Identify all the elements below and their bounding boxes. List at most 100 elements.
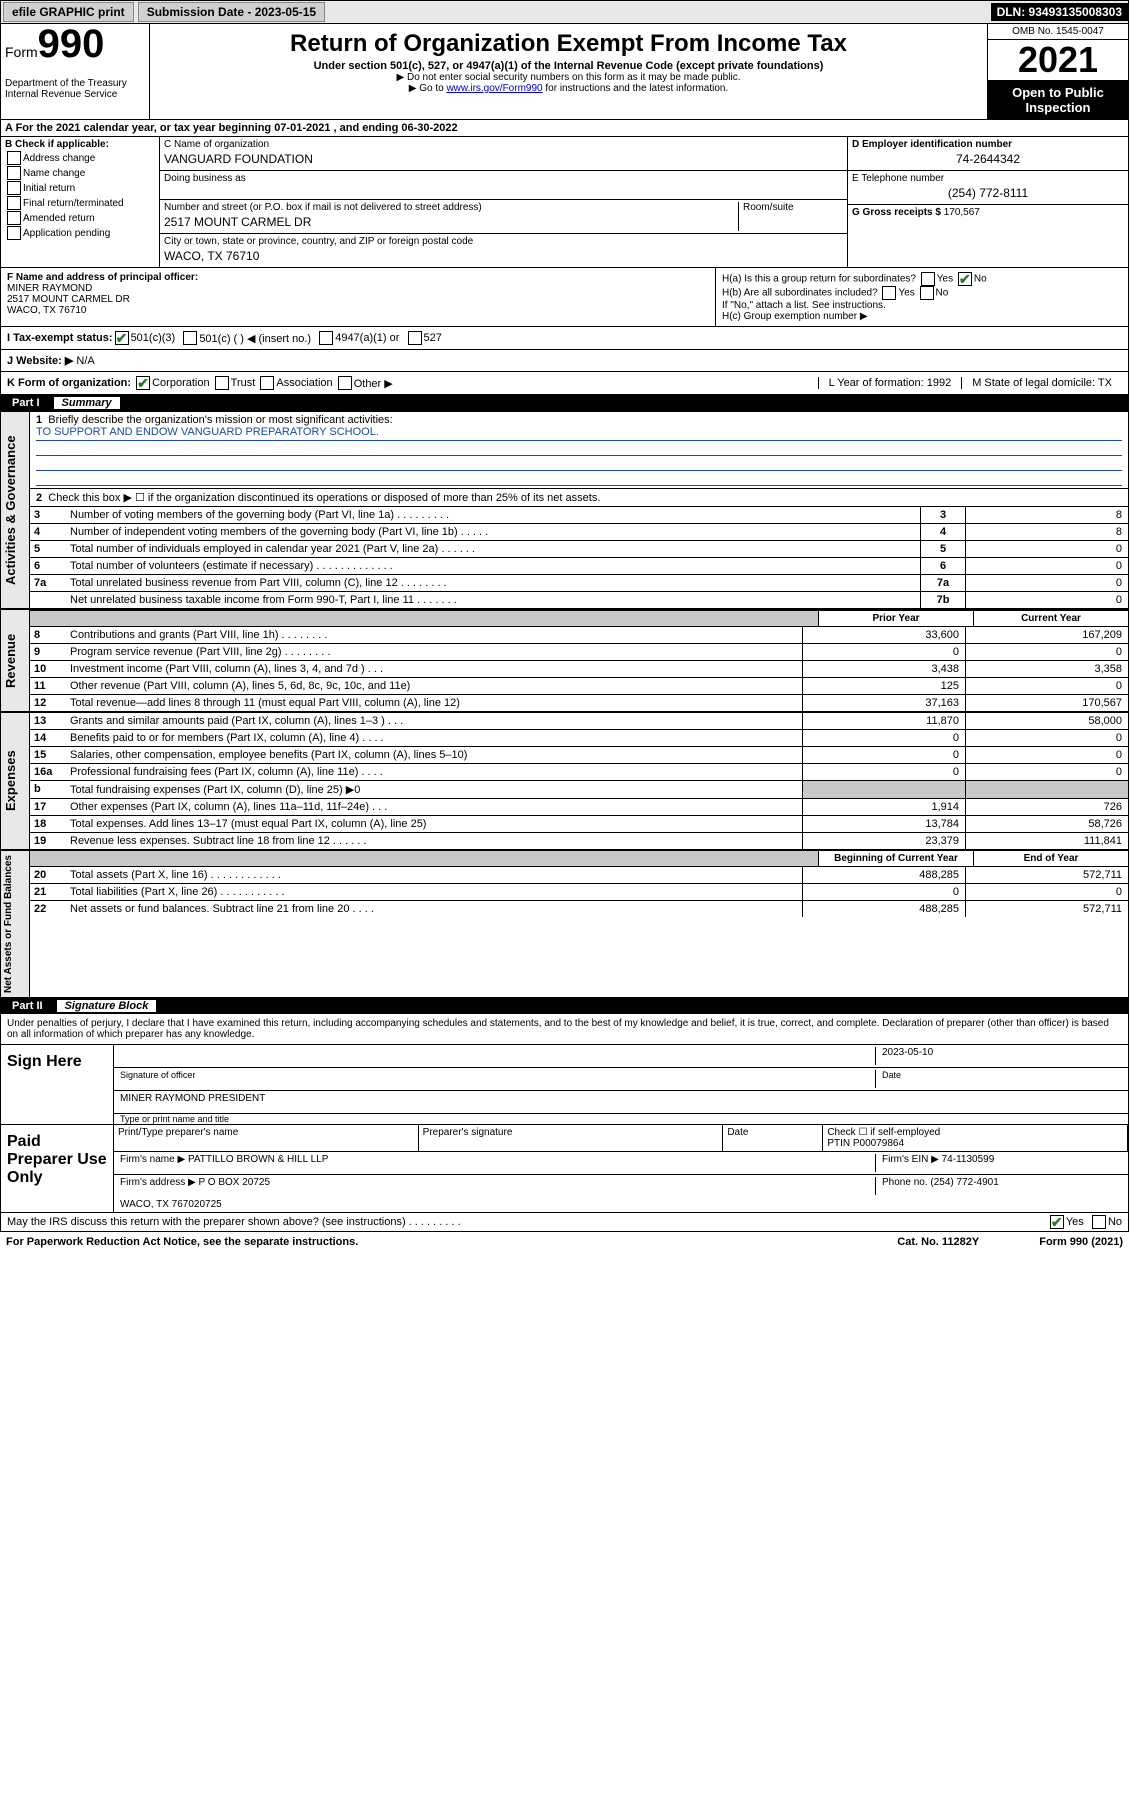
cb-corp[interactable] bbox=[136, 376, 150, 390]
website-label: J Website: ▶ bbox=[7, 354, 73, 367]
bal-header-spacer bbox=[30, 851, 818, 866]
col-c: C Name of organization VANGUARD FOUNDATI… bbox=[160, 137, 847, 267]
tax-status-label: I Tax-exempt status: bbox=[7, 332, 113, 344]
sidebar-governance: Activities & Governance bbox=[0, 411, 30, 609]
rev-header-spacer bbox=[30, 611, 818, 626]
lbl-501c: 501(c) ( ) ◀ (insert no.) bbox=[199, 332, 311, 345]
hb-no[interactable] bbox=[920, 286, 934, 300]
cb-501c3[interactable] bbox=[115, 331, 129, 345]
hb-yes[interactable] bbox=[882, 286, 896, 300]
balances-section: Net Assets or Fund Balances Beginning of… bbox=[0, 850, 1129, 998]
street-label: Number and street (or P.O. box if mail i… bbox=[164, 202, 738, 213]
cb-name-change[interactable] bbox=[7, 166, 21, 180]
tel-value: (254) 772-8111 bbox=[852, 184, 1124, 202]
ptin-label: PTIN bbox=[827, 1138, 850, 1149]
table-row: 4Number of independent voting members of… bbox=[30, 524, 1128, 541]
footer-left: For Paperwork Reduction Act Notice, see … bbox=[6, 1236, 358, 1248]
efile-print-button[interactable]: efile GRAPHIC print bbox=[3, 2, 134, 22]
table-row: 9Program service revenue (Part VIII, lin… bbox=[30, 644, 1128, 661]
header-mid: Return of Organization Exempt From Incom… bbox=[150, 24, 987, 119]
cb-address-change[interactable] bbox=[7, 151, 21, 165]
mission-blank3 bbox=[36, 471, 1122, 486]
prep-self-emp: Check ☐ if self-employed bbox=[827, 1127, 940, 1138]
ha-no[interactable] bbox=[958, 272, 972, 286]
table-row: 19Revenue less expenses. Subtract line 1… bbox=[30, 833, 1128, 849]
firm-ein: 74-1130599 bbox=[942, 1154, 995, 1165]
may-irs-yes-lbl: Yes bbox=[1066, 1216, 1084, 1228]
org-name-label: C Name of organization bbox=[164, 139, 843, 150]
ha-label: H(a) Is this a group return for subordin… bbox=[722, 274, 916, 285]
cb-app-pending[interactable] bbox=[7, 226, 21, 240]
lbl-4947: 4947(a)(1) or bbox=[335, 332, 399, 344]
ptin-value: P00079864 bbox=[853, 1138, 904, 1149]
ha-no-lbl: No bbox=[974, 274, 987, 285]
irs-link[interactable]: www.irs.gov/Form990 bbox=[446, 83, 542, 94]
tel-label: E Telephone number bbox=[852, 173, 1124, 184]
prior-year-header: Prior Year bbox=[818, 611, 973, 626]
gross-value: 170,567 bbox=[944, 207, 980, 218]
form-title: Return of Organization Exempt From Incom… bbox=[158, 30, 979, 58]
part2-header: Part II Signature Block bbox=[0, 998, 1129, 1014]
sidebar-balances: Net Assets or Fund Balances bbox=[0, 850, 30, 998]
mission-blank2 bbox=[36, 456, 1122, 471]
prep-date-label: Date bbox=[723, 1125, 823, 1152]
table-row: 3Number of voting members of the governi… bbox=[30, 507, 1128, 524]
may-irs-yes[interactable] bbox=[1050, 1215, 1064, 1229]
firm-name-label: Firm's name ▶ bbox=[120, 1154, 185, 1172]
may-irs-row: May the IRS discuss this return with the… bbox=[0, 1213, 1129, 1232]
perjury-text: Under penalties of perjury, I declare th… bbox=[1, 1014, 1128, 1044]
col-d: D Employer identification number 74-2644… bbox=[847, 137, 1128, 267]
lbl-address-change: Address change bbox=[23, 153, 95, 164]
table-row: 5Total number of individuals employed in… bbox=[30, 541, 1128, 558]
lbl-initial-return: Initial return bbox=[23, 183, 75, 194]
row-i: I Tax-exempt status: 501(c)(3) 501(c) ( … bbox=[0, 327, 1129, 350]
prep-sig-label: Preparer's signature bbox=[419, 1125, 724, 1152]
cb-4947[interactable] bbox=[319, 331, 333, 345]
cb-amended[interactable] bbox=[7, 211, 21, 225]
cb-initial-return[interactable] bbox=[7, 181, 21, 195]
officer-addr2: WACO, TX 76710 bbox=[7, 305, 709, 316]
year-formation: L Year of formation: 1992 bbox=[818, 377, 962, 389]
cb-501c[interactable] bbox=[183, 331, 197, 345]
part2-label: Part II bbox=[6, 1000, 49, 1012]
lbl-501c3: 501(c)(3) bbox=[131, 332, 176, 344]
part1-title: Summary bbox=[54, 397, 120, 409]
current-year-header: Current Year bbox=[973, 611, 1128, 626]
info-grid: B Check if applicable: Address change Na… bbox=[0, 137, 1129, 268]
officer-addr1: 2517 MOUNT CARMEL DR bbox=[7, 294, 709, 305]
table-row: 10Investment income (Part VIII, column (… bbox=[30, 661, 1128, 678]
header-left: Form990 Department of the Treasury Inter… bbox=[1, 24, 150, 119]
firm-addr1: P O BOX 20725 bbox=[199, 1177, 271, 1195]
table-row: bTotal fundraising expenses (Part IX, co… bbox=[30, 781, 1128, 799]
hb-note: If "No," attach a list. See instructions… bbox=[722, 300, 1122, 311]
cb-other[interactable] bbox=[338, 376, 352, 390]
firm-ein-label: Firm's EIN ▶ bbox=[882, 1154, 939, 1165]
state-domicile: M State of legal domicile: TX bbox=[961, 377, 1122, 389]
cb-527[interactable] bbox=[408, 331, 422, 345]
city-label: City or town, state or province, country… bbox=[164, 236, 843, 247]
row-f-h: F Name and address of principal officer:… bbox=[0, 268, 1129, 327]
cb-assoc[interactable] bbox=[260, 376, 274, 390]
tax-year: 2021 bbox=[988, 40, 1128, 81]
irs-label: Internal Revenue Service bbox=[5, 89, 145, 100]
may-irs-text: May the IRS discuss this return with the… bbox=[7, 1216, 461, 1228]
firm-phone: (254) 772-4901 bbox=[930, 1177, 998, 1188]
submission-date-button[interactable]: Submission Date - 2023-05-15 bbox=[138, 2, 325, 22]
row-k: K Form of organization: Corporation Trus… bbox=[0, 372, 1129, 395]
mission-blank1 bbox=[36, 441, 1122, 456]
lbl-corp: Corporation bbox=[152, 377, 209, 389]
cb-final-return[interactable] bbox=[7, 196, 21, 210]
mission-label: Briefly describe the organization's miss… bbox=[48, 414, 392, 426]
cb-trust[interactable] bbox=[215, 376, 229, 390]
may-irs-no-lbl: No bbox=[1108, 1216, 1122, 1228]
table-row: 13Grants and similar amounts paid (Part … bbox=[30, 713, 1128, 730]
footer-mid: Cat. No. 11282Y bbox=[897, 1236, 979, 1248]
org-name: VANGUARD FOUNDATION bbox=[164, 150, 843, 168]
form-org-label: K Form of organization: bbox=[7, 377, 131, 389]
mission-text: TO SUPPORT AND ENDOW VANGUARD PREPARATOR… bbox=[36, 426, 1122, 441]
may-irs-no[interactable] bbox=[1092, 1215, 1106, 1229]
topbar-spacer bbox=[329, 10, 988, 14]
ha-yes[interactable] bbox=[921, 272, 935, 286]
paid-preparer-label: Paid Preparer Use Only bbox=[1, 1125, 114, 1212]
form-label: Form bbox=[5, 44, 38, 60]
